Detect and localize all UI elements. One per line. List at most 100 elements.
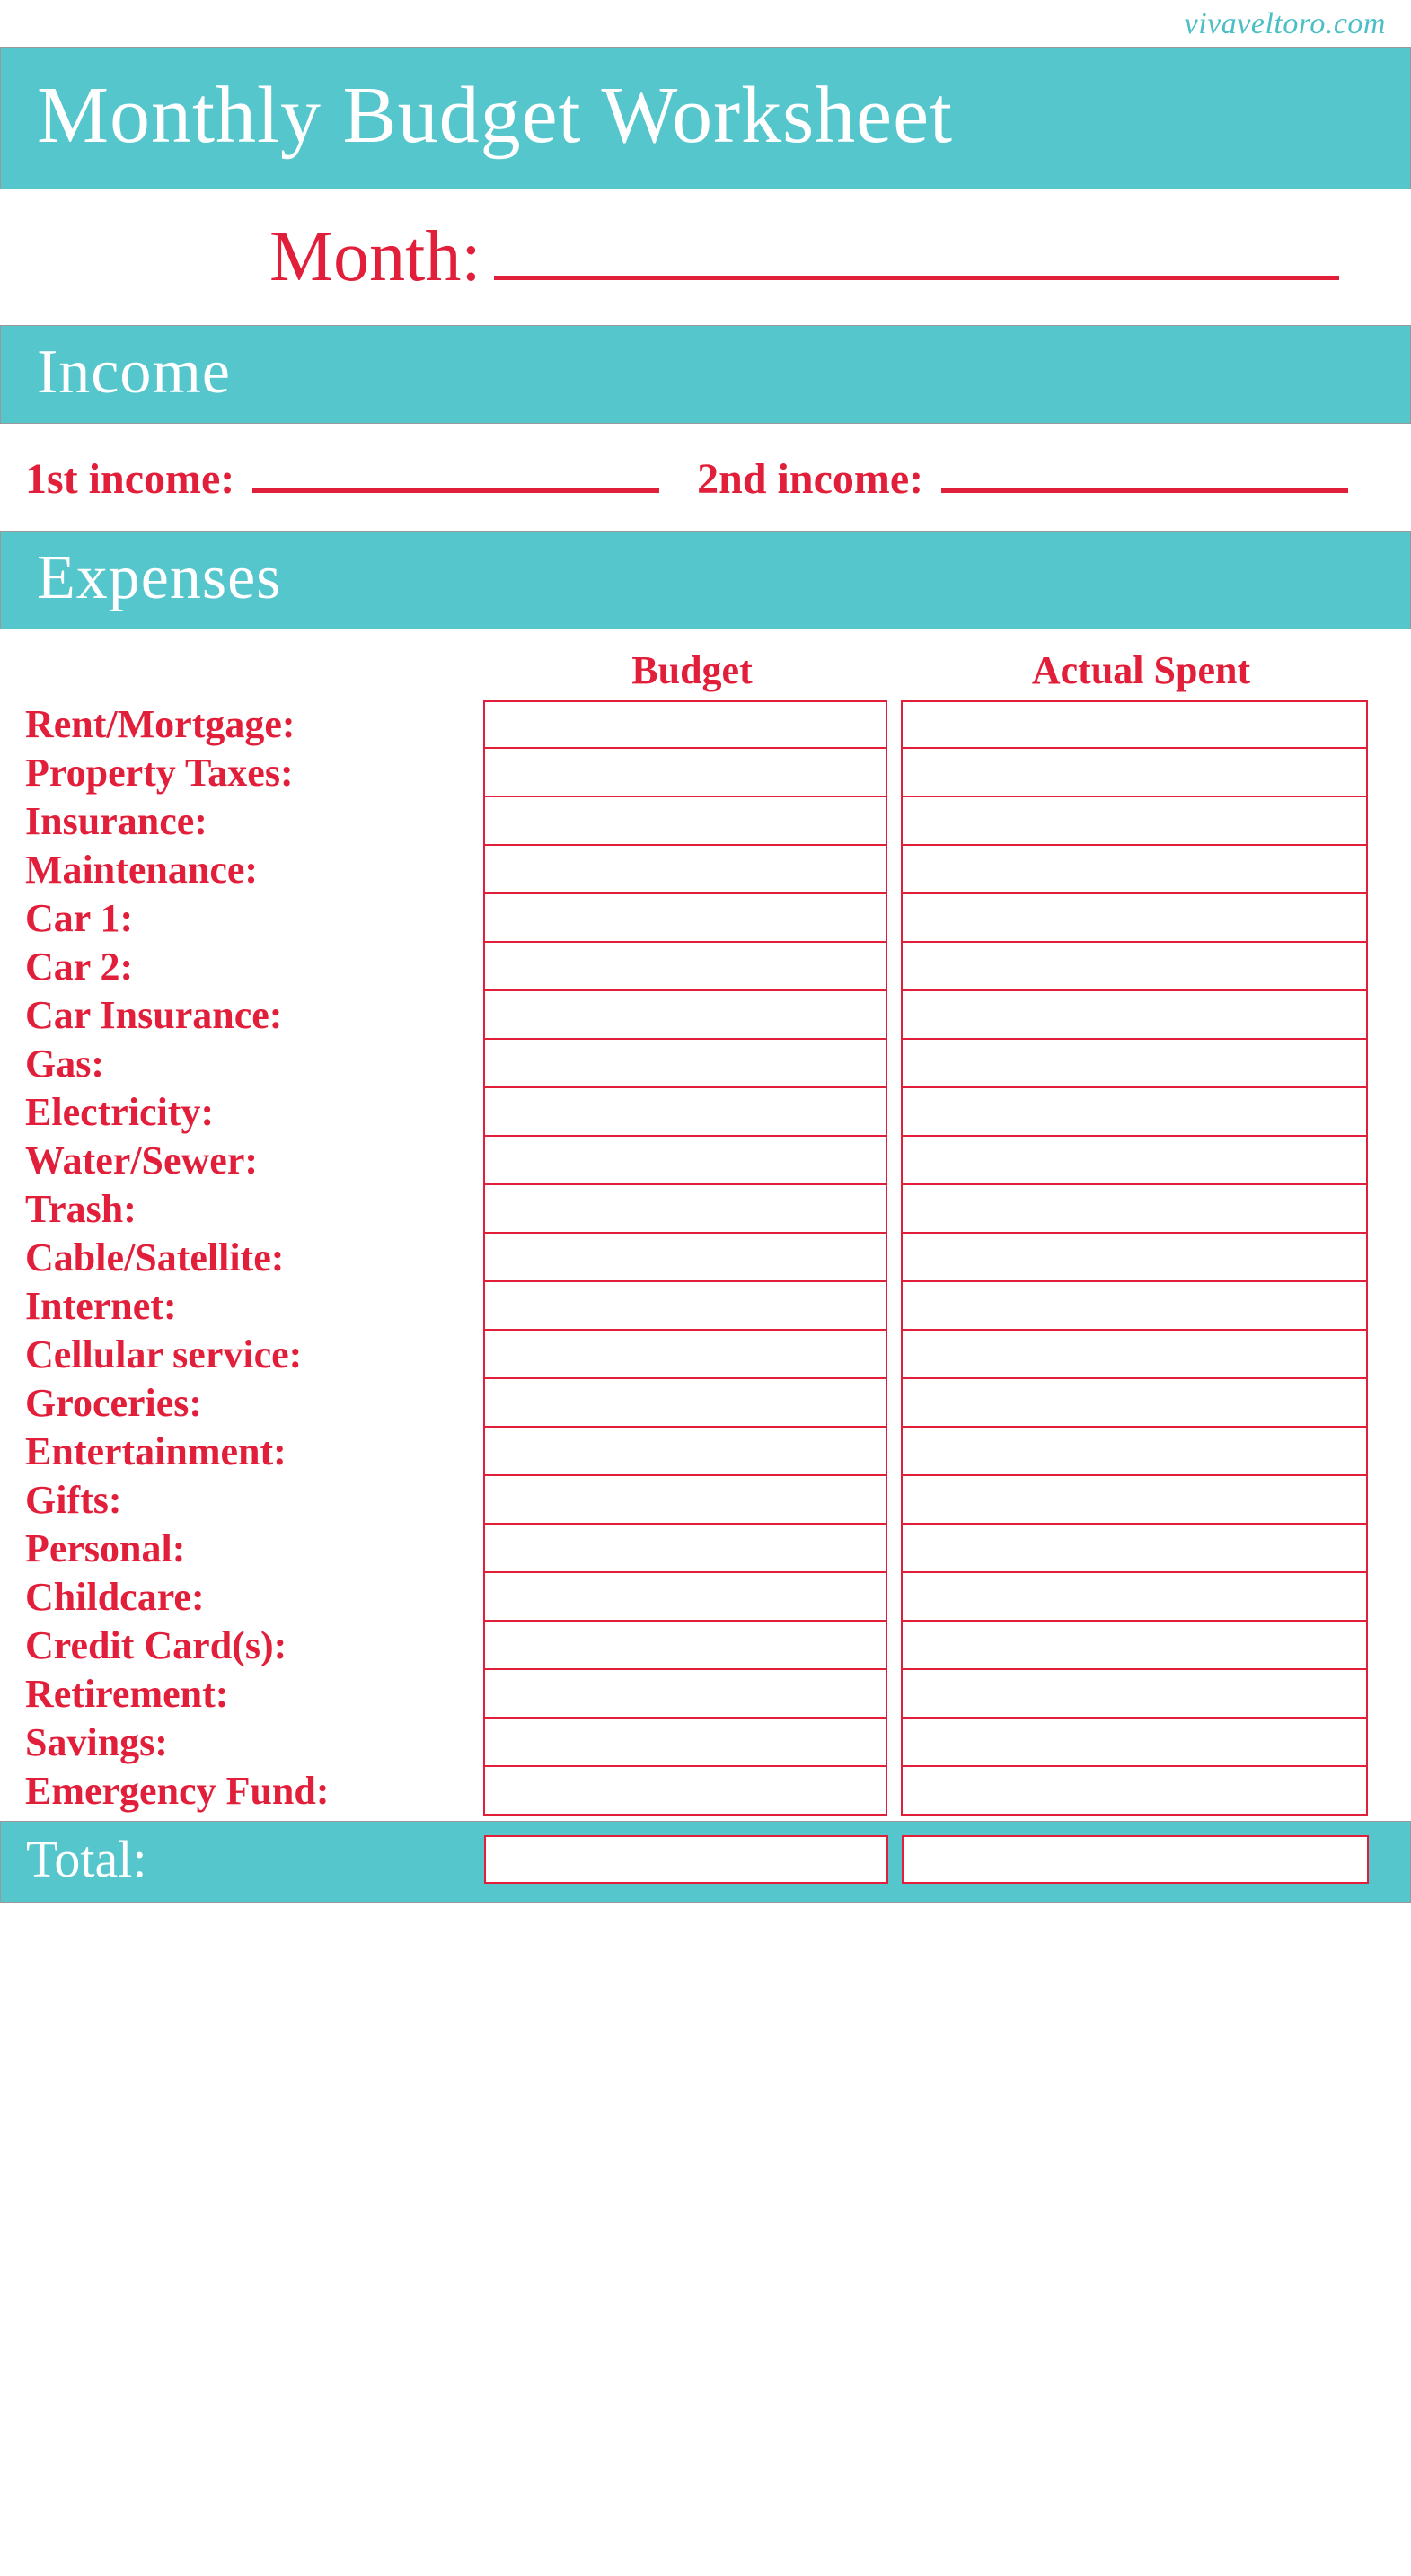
income-heading: Income: [0, 325, 1411, 424]
expense-table: Rent/Mortgage:Property Taxes:Insurance:M…: [0, 700, 1411, 1816]
expense-label: Car 2:: [25, 943, 483, 991]
expense-label: Gas:: [25, 1040, 483, 1088]
actual-cell[interactable]: [901, 1525, 1368, 1573]
actual-cell[interactable]: [901, 700, 1368, 749]
budget-cell[interactable]: [483, 749, 887, 797]
month-label: Month:: [269, 216, 481, 298]
actual-cell[interactable]: [901, 1234, 1368, 1282]
expense-row: Groceries:: [25, 1379, 1375, 1428]
total-budget-cell[interactable]: [484, 1835, 888, 1884]
actual-cell[interactable]: [901, 1185, 1368, 1234]
budget-cell[interactable]: [483, 1573, 887, 1622]
expense-row: Property Taxes:: [25, 749, 1375, 797]
expense-row: Retirement:: [25, 1670, 1375, 1719]
total-actual-cell[interactable]: [902, 1835, 1369, 1884]
expense-label: Property Taxes:: [25, 749, 483, 797]
expenses-heading: Expenses: [0, 531, 1411, 629]
expense-label: Groceries:: [25, 1379, 483, 1428]
expense-row: Trash:: [25, 1185, 1375, 1234]
total-row: Total:: [0, 1821, 1411, 1903]
actual-cell[interactable]: [901, 1428, 1368, 1476]
expense-label: Entertainment:: [25, 1428, 483, 1476]
month-input-line[interactable]: [494, 276, 1339, 280]
expense-row: Rent/Mortgage:: [25, 700, 1375, 749]
actual-cell[interactable]: [901, 1670, 1368, 1719]
actual-cell[interactable]: [901, 991, 1368, 1040]
actual-cell[interactable]: [901, 1476, 1368, 1525]
actual-cell[interactable]: [901, 1137, 1368, 1185]
expense-label: Car Insurance:: [25, 991, 483, 1040]
month-row: Month:: [0, 189, 1411, 325]
budget-cell[interactable]: [483, 797, 887, 846]
budget-cell[interactable]: [483, 1282, 887, 1331]
budget-cell[interactable]: [483, 1476, 887, 1525]
column-headers: Budget Actual Spent: [0, 629, 1411, 700]
actual-cell[interactable]: [901, 749, 1368, 797]
second-income-label: 2nd income:: [697, 454, 923, 504]
budget-cell[interactable]: [483, 1137, 887, 1185]
expense-label: Credit Card(s):: [25, 1622, 483, 1670]
actual-cell[interactable]: [901, 894, 1368, 943]
actual-cell[interactable]: [901, 1767, 1368, 1816]
actual-cell[interactable]: [901, 797, 1368, 846]
expense-row: Gifts:: [25, 1476, 1375, 1525]
budget-cell[interactable]: [483, 1379, 887, 1428]
expense-row: Gas:: [25, 1040, 1375, 1088]
budget-cell[interactable]: [483, 846, 887, 894]
actual-cell[interactable]: [901, 1573, 1368, 1622]
actual-cell[interactable]: [901, 1040, 1368, 1088]
expense-label: Cable/Satellite:: [25, 1234, 483, 1282]
first-income-line[interactable]: [252, 488, 659, 493]
expense-label: Insurance:: [25, 797, 483, 846]
actual-cell[interactable]: [901, 1719, 1368, 1767]
budget-cell[interactable]: [483, 991, 887, 1040]
expense-label: Personal:: [25, 1525, 483, 1573]
expense-label: Water/Sewer:: [25, 1137, 483, 1185]
budget-cell[interactable]: [483, 1767, 887, 1816]
budget-cell[interactable]: [483, 1040, 887, 1088]
actual-column-header: Actual Spent: [901, 647, 1381, 693]
budget-cell[interactable]: [483, 1622, 887, 1670]
actual-cell[interactable]: [901, 1088, 1368, 1137]
expense-row: Electricity:: [25, 1088, 1375, 1137]
total-label: Total:: [26, 1829, 484, 1889]
source-url: vivaveltoro.com: [0, 0, 1411, 47]
actual-cell[interactable]: [901, 846, 1368, 894]
actual-cell[interactable]: [901, 1331, 1368, 1379]
budget-cell[interactable]: [483, 700, 887, 749]
budget-cell[interactable]: [483, 1719, 887, 1767]
expense-row: Personal:: [25, 1525, 1375, 1573]
actual-cell[interactable]: [901, 1379, 1368, 1428]
actual-cell[interactable]: [901, 1622, 1368, 1670]
expense-row: Entertainment:: [25, 1428, 1375, 1476]
budget-cell[interactable]: [483, 894, 887, 943]
expense-label: Trash:: [25, 1185, 483, 1234]
page-title: Monthly Budget Worksheet: [0, 47, 1411, 189]
budget-cell[interactable]: [483, 1428, 887, 1476]
income-row: 1st income: 2nd income:: [0, 424, 1411, 531]
expense-row: Savings:: [25, 1719, 1375, 1767]
expense-row: Car Insurance:: [25, 991, 1375, 1040]
expense-label: Maintenance:: [25, 846, 483, 894]
budget-cell[interactable]: [483, 1331, 887, 1379]
actual-cell[interactable]: [901, 1282, 1368, 1331]
expense-row: Internet:: [25, 1282, 1375, 1331]
expense-label: Retirement:: [25, 1670, 483, 1719]
expense-label: Savings:: [25, 1719, 483, 1767]
budget-cell[interactable]: [483, 1670, 887, 1719]
expense-row: Childcare:: [25, 1573, 1375, 1622]
budget-cell[interactable]: [483, 1525, 887, 1573]
expense-label: Gifts:: [25, 1476, 483, 1525]
budget-cell[interactable]: [483, 943, 887, 991]
budget-cell[interactable]: [483, 1185, 887, 1234]
expense-label: Rent/Mortgage:: [25, 700, 483, 749]
expense-row: Emergency Fund:: [25, 1767, 1375, 1816]
expense-row: Insurance:: [25, 797, 1375, 846]
actual-cell[interactable]: [901, 943, 1368, 991]
budget-cell[interactable]: [483, 1234, 887, 1282]
budget-cell[interactable]: [483, 1088, 887, 1137]
first-income-label: 1st income:: [25, 454, 234, 504]
expense-label: Internet:: [25, 1282, 483, 1331]
expense-row: Car 2:: [25, 943, 1375, 991]
second-income-line[interactable]: [941, 488, 1348, 493]
